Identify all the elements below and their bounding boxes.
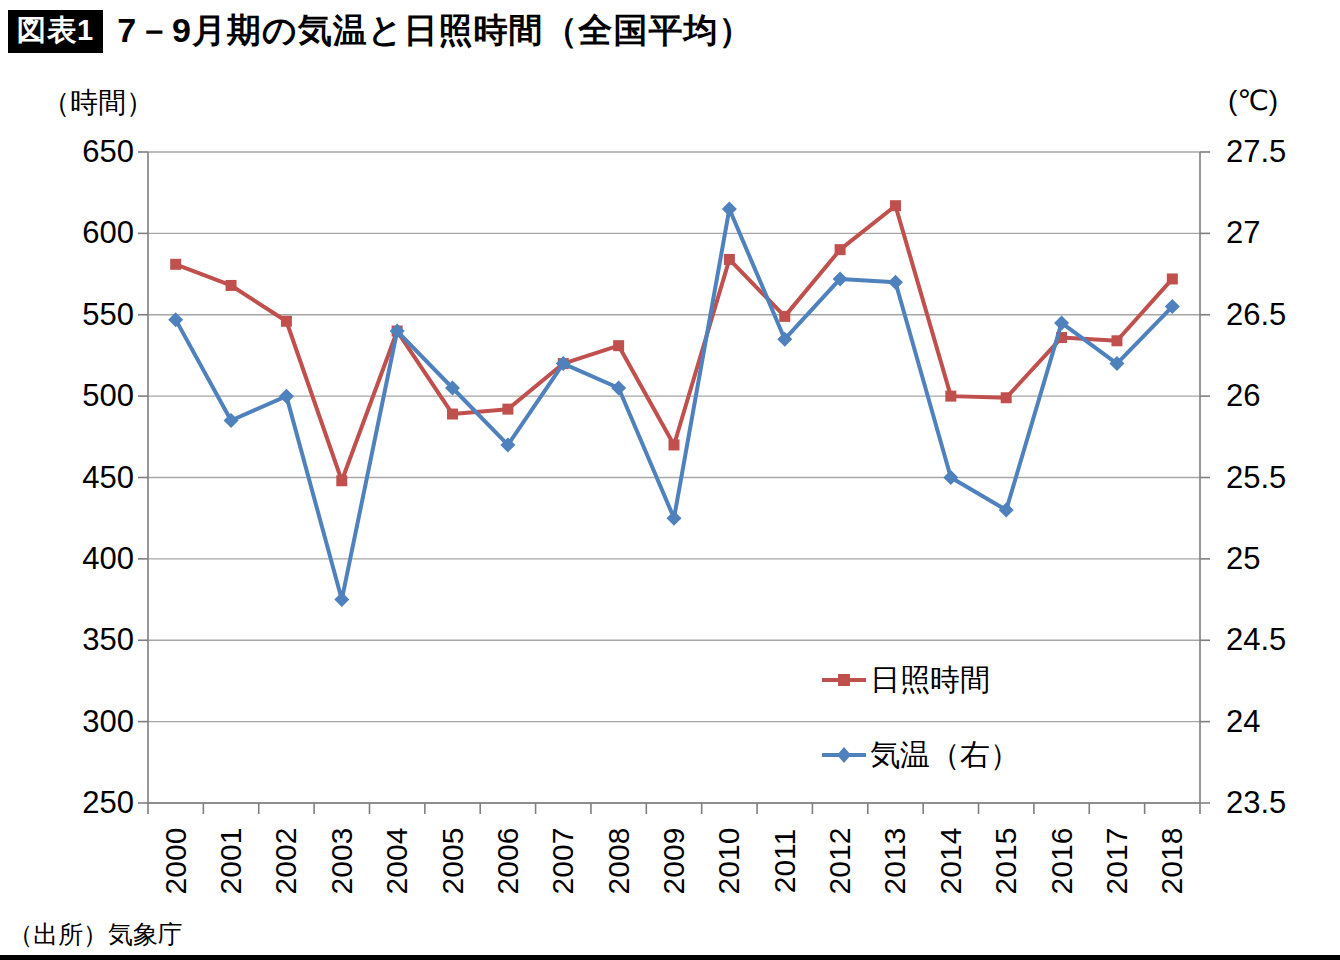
x-axis-category-label: 2005 [436, 828, 470, 895]
data-point-marker [669, 439, 680, 450]
data-point-marker [447, 409, 458, 420]
x-axis-category-label: 2015 [989, 828, 1023, 895]
x-axis-category-label: 2001 [214, 828, 248, 895]
data-point-marker [722, 201, 737, 216]
y-axis-tick-label-right: 27.5 [1226, 134, 1336, 170]
legend-item: 気温（右） [820, 733, 1020, 777]
series-line-1 [176, 209, 1173, 600]
legend-item: 日照時間 [820, 658, 1020, 702]
data-point-marker [1001, 392, 1012, 403]
data-point-marker [724, 254, 735, 265]
chart-figure: 図表1 7－9月期の気温と日照時間（全国平均） （時間） (℃) 6506005… [0, 0, 1340, 960]
data-point-marker [224, 413, 239, 428]
x-axis-category-label: 2008 [602, 828, 636, 895]
x-axis-category-label: 2013 [878, 828, 912, 895]
y-axis-tick-label-left: 650 [38, 134, 134, 170]
y-axis-tick-label-left: 550 [38, 297, 134, 333]
y-axis-tick-label-left: 500 [38, 378, 134, 414]
y-axis-tick-label-left: 350 [38, 622, 134, 658]
data-point-marker [1111, 335, 1122, 346]
y-axis-tick-label-right: 24 [1226, 704, 1336, 740]
bottom-divider-bar [0, 955, 1340, 960]
data-point-marker [667, 511, 682, 526]
data-point-marker [613, 340, 624, 351]
legend-label: 日照時間 [870, 660, 990, 701]
x-axis-category-label: 2010 [712, 828, 746, 895]
data-point-marker [888, 275, 903, 290]
legend-label: 気温（右） [870, 735, 1020, 776]
data-point-marker [502, 404, 513, 415]
x-axis-category-label: 2009 [657, 828, 691, 895]
legend-diamond-marker-icon [820, 743, 868, 767]
x-axis-category-label: 2016 [1045, 828, 1079, 895]
data-point-marker [611, 380, 626, 395]
y-axis-tick-label-right: 23.5 [1226, 785, 1336, 821]
y-axis-tick-label-left: 400 [38, 541, 134, 577]
y-axis-tick-label-left: 250 [38, 785, 134, 821]
x-axis-category-label: 2003 [325, 828, 359, 895]
data-point-marker [226, 280, 237, 291]
x-axis-category-label: 2007 [546, 828, 580, 895]
y-axis-tick-label-right: 24.5 [1226, 622, 1336, 658]
x-axis-category-label: 2002 [269, 828, 303, 895]
line-chart-plot [0, 0, 1340, 960]
data-point-marker [779, 311, 790, 322]
x-axis-category-label: 2017 [1100, 828, 1134, 895]
data-point-marker [835, 244, 846, 255]
legend-square-marker-icon [820, 668, 868, 692]
x-axis-category-label: 2004 [380, 828, 414, 895]
source-note: （出所）気象庁 [8, 918, 183, 951]
y-axis-tick-label-right: 25.5 [1226, 460, 1336, 496]
chart-legend: 日照時間気温（右） [820, 658, 1020, 808]
data-point-marker [890, 200, 901, 211]
y-axis-tick-label-left: 450 [38, 460, 134, 496]
x-axis-category-label: 2012 [823, 828, 857, 895]
y-axis-tick-label-right: 27 [1226, 215, 1336, 251]
y-axis-tick-label-right: 26.5 [1226, 297, 1336, 333]
x-axis-category-label: 2018 [1155, 828, 1189, 895]
y-axis-tick-label-left: 600 [38, 215, 134, 251]
data-point-marker [170, 259, 181, 270]
x-axis-category-label: 2011 [768, 829, 802, 894]
y-axis-tick-label-left: 300 [38, 704, 134, 740]
y-axis-tick-label-right: 26 [1226, 378, 1336, 414]
data-point-marker [336, 475, 347, 486]
x-axis-category-label: 2006 [491, 828, 525, 895]
data-point-marker [279, 389, 294, 404]
data-point-marker [1167, 273, 1178, 284]
data-point-marker [945, 391, 956, 402]
x-axis-category-label: 2000 [159, 828, 193, 895]
data-point-marker [281, 316, 292, 327]
x-axis-category-label: 2014 [934, 828, 968, 895]
data-point-marker [334, 592, 349, 607]
y-axis-tick-label-right: 25 [1226, 541, 1336, 577]
